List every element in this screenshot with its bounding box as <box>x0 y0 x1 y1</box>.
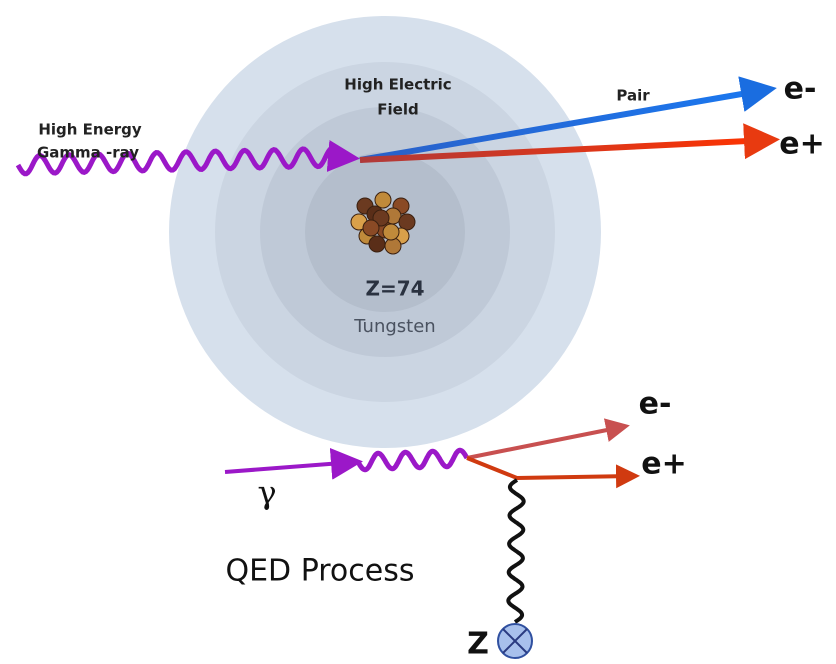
label: QED Process <box>225 554 414 589</box>
nucleon <box>383 224 399 240</box>
label: γ <box>257 474 276 512</box>
page: High Energy Gamma -ray High Electric Fie… <box>0 0 836 664</box>
label: e- <box>784 72 817 107</box>
label: Z <box>467 627 489 662</box>
nucleon <box>363 220 379 236</box>
nucleon <box>369 236 385 252</box>
nucleon <box>375 192 391 208</box>
label: e+ <box>641 447 686 482</box>
nucleon <box>385 238 401 254</box>
exchange-wave <box>508 480 523 622</box>
photon-wave <box>358 450 467 469</box>
nucleus-symbol <box>498 624 532 658</box>
label: Tungsten <box>353 316 435 337</box>
label: Pair <box>616 87 650 105</box>
photon-line <box>225 462 355 472</box>
label: High Electric <box>344 76 451 94</box>
gamma-arrow <box>340 157 352 158</box>
electron-line <box>467 427 622 458</box>
label: e- <box>639 387 672 422</box>
label: High Energy <box>38 121 142 139</box>
label: Field <box>377 101 418 119</box>
label: Z=74 <box>365 277 424 301</box>
label: e+ <box>779 127 824 162</box>
label: Gamma -ray <box>37 144 139 162</box>
diagram: High Energy Gamma -ray High Electric Fie… <box>0 0 836 664</box>
positron-line <box>467 458 632 478</box>
